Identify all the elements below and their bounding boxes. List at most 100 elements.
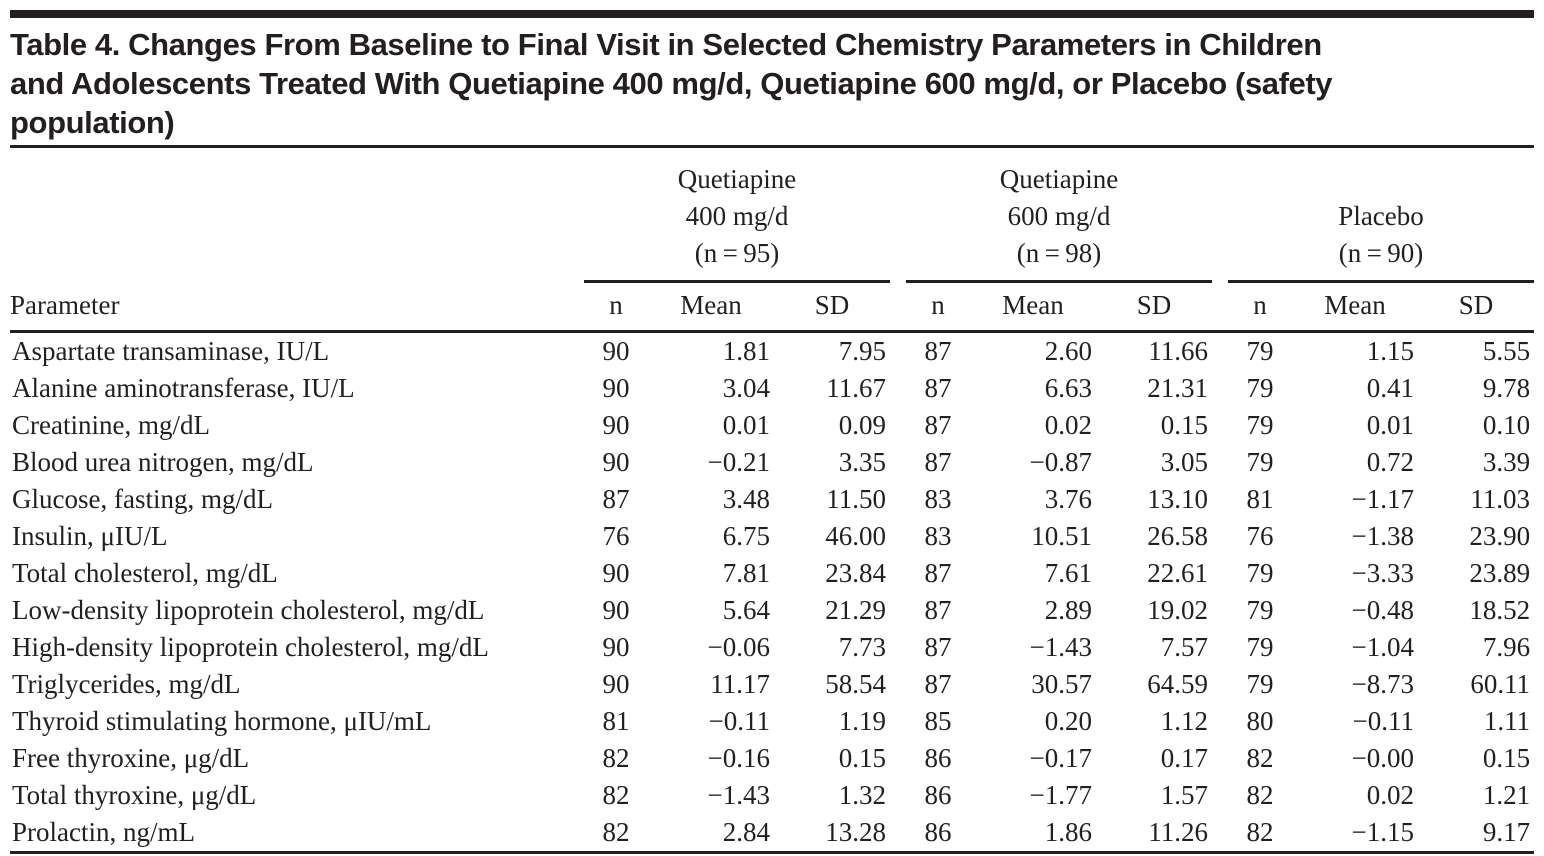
column-gap <box>1212 777 1228 814</box>
sd-cell: 1.57 <box>1160 780 1209 810</box>
n-column-header: n <box>584 281 648 333</box>
n-cell: 90 <box>602 558 630 588</box>
group-name-line: (n = 95) <box>694 238 780 268</box>
column-gap <box>890 555 906 592</box>
column-gap <box>1212 814 1228 851</box>
column-gap <box>1212 161 1228 282</box>
mean-cell: 0.01 <box>1366 410 1415 440</box>
n-cell: 87 <box>924 669 952 699</box>
n-column-header: n <box>1228 281 1293 333</box>
n-cell: 79 <box>1246 410 1274 440</box>
column-gap <box>1212 444 1228 481</box>
mean-cell: −1.43 <box>707 780 770 810</box>
n-cell: 82 <box>1246 780 1274 810</box>
group-name-line: 600 mg/d <box>1007 201 1111 231</box>
table-row: Blood urea nitrogen, mg/dL 90 −0.21 3.35… <box>10 444 1534 481</box>
mean-cell: −0.21 <box>707 447 770 477</box>
sd-cell: 7.95 <box>838 336 887 366</box>
group-header-quetiapine-600: Quetiapine 600 mg/d (n = 98) <box>906 161 1213 283</box>
n-cell: 79 <box>1246 595 1274 625</box>
table-row: Total thyroxine, μg/dL 82 −1.43 1.32 86 … <box>10 777 1534 814</box>
sd-cell: 11.26 <box>1148 817 1209 847</box>
n-cell: 86 <box>924 817 952 847</box>
sd-cell: 11.67 <box>826 373 887 403</box>
n-cell: 79 <box>1246 336 1274 366</box>
column-gap <box>890 370 906 407</box>
n-cell: 79 <box>1246 669 1274 699</box>
mean-cell: −1.38 <box>1351 521 1415 551</box>
column-gap <box>1212 740 1228 777</box>
sd-cell: 11.66 <box>1148 336 1209 366</box>
parameter-cell: Insulin, μIU/L <box>12 521 168 551</box>
column-gap <box>1212 518 1228 555</box>
sd-cell: 1.19 <box>838 706 887 736</box>
table-row: High-density lipoprotein cholesterol, mg… <box>10 629 1534 666</box>
column-gap <box>890 777 906 814</box>
group-name-line: Placebo <box>1338 201 1424 231</box>
sd-cell: 46.00 <box>825 521 887 551</box>
mean-cell: 2.84 <box>722 817 770 847</box>
group-header-placebo: Placebo (n = 90) <box>1228 161 1535 283</box>
sd-column-header: SD <box>1418 281 1535 333</box>
column-gap <box>1212 370 1228 407</box>
mean-cell: −0.06 <box>707 632 770 662</box>
mean-cell: 1.81 <box>722 336 770 366</box>
n-cell: 87 <box>602 484 630 514</box>
mean-cell: −8.73 <box>1351 669 1415 699</box>
group-name-line: Quetiapine <box>677 164 797 194</box>
sd-cell: 26.58 <box>1147 521 1209 551</box>
group-header-quetiapine-400: Quetiapine 400 mg/d (n = 95) <box>584 161 891 283</box>
mean-cell: −1.15 <box>1351 817 1415 847</box>
n-cell: 82 <box>1246 743 1274 773</box>
n-cell: 86 <box>924 780 952 810</box>
column-gap <box>890 666 906 703</box>
column-gap <box>1212 555 1228 592</box>
group-header-empty-cell <box>10 161 584 282</box>
top-rule <box>10 10 1534 18</box>
n-cell: 87 <box>924 336 952 366</box>
mean-cell: 3.76 <box>1044 484 1093 514</box>
mean-cell: −0.48 <box>1351 595 1415 625</box>
mean-column-header: Mean <box>1292 281 1419 333</box>
n-cell: 76 <box>602 521 630 551</box>
parameter-cell: Thyroid stimulating hormone, μIU/mL <box>12 706 432 736</box>
sd-column-header: SD <box>774 281 891 333</box>
mean-cell: 3.48 <box>722 484 770 514</box>
mean-cell: 1.86 <box>1044 817 1093 847</box>
sd-cell: 7.96 <box>1482 632 1531 662</box>
mean-cell: 2.60 <box>1044 336 1093 366</box>
sd-cell: 18.52 <box>1469 595 1531 625</box>
table-title-line: and Adolescents Treated With Quetiapine … <box>10 66 1333 101</box>
sd-cell: 1.21 <box>1482 780 1531 810</box>
mean-cell: 6.63 <box>1044 373 1093 403</box>
mean-cell: 2.89 <box>1044 595 1093 625</box>
n-cell: 90 <box>602 373 630 403</box>
parameter-cell: Aspartate transaminase, IU/L <box>12 336 330 366</box>
column-gap <box>890 518 906 555</box>
n-column-header: n <box>906 281 971 333</box>
sd-cell: 7.57 <box>1160 632 1209 662</box>
column-gap <box>1212 281 1229 333</box>
mean-cell: 5.64 <box>722 595 770 625</box>
n-cell: 87 <box>924 558 952 588</box>
sd-cell: 3.05 <box>1160 447 1209 477</box>
n-cell: 79 <box>1246 373 1274 403</box>
mean-cell: 3.04 <box>722 373 770 403</box>
sd-cell: 3.35 <box>838 447 887 477</box>
column-gap <box>890 281 907 333</box>
mean-cell: 11.17 <box>710 669 770 699</box>
mean-cell: −3.33 <box>1351 558 1415 588</box>
table-row: Total cholesterol, mg/dL 90 7.81 23.84 8… <box>10 555 1534 592</box>
column-gap <box>1212 666 1228 703</box>
n-cell: 87 <box>924 632 952 662</box>
table-row: Alanine aminotransferase, IU/L 90 3.04 1… <box>10 370 1534 407</box>
n-cell: 90 <box>602 595 630 625</box>
parameter-cell: Glucose, fasting, mg/dL <box>12 484 273 514</box>
sd-cell: 23.89 <box>1469 558 1531 588</box>
column-gap <box>890 814 906 851</box>
column-gap <box>1212 407 1228 444</box>
parameter-cell: Total thyroxine, μg/dL <box>12 780 257 810</box>
group-name-line: (n = 90) <box>1338 238 1424 268</box>
n-cell: 82 <box>602 743 630 773</box>
